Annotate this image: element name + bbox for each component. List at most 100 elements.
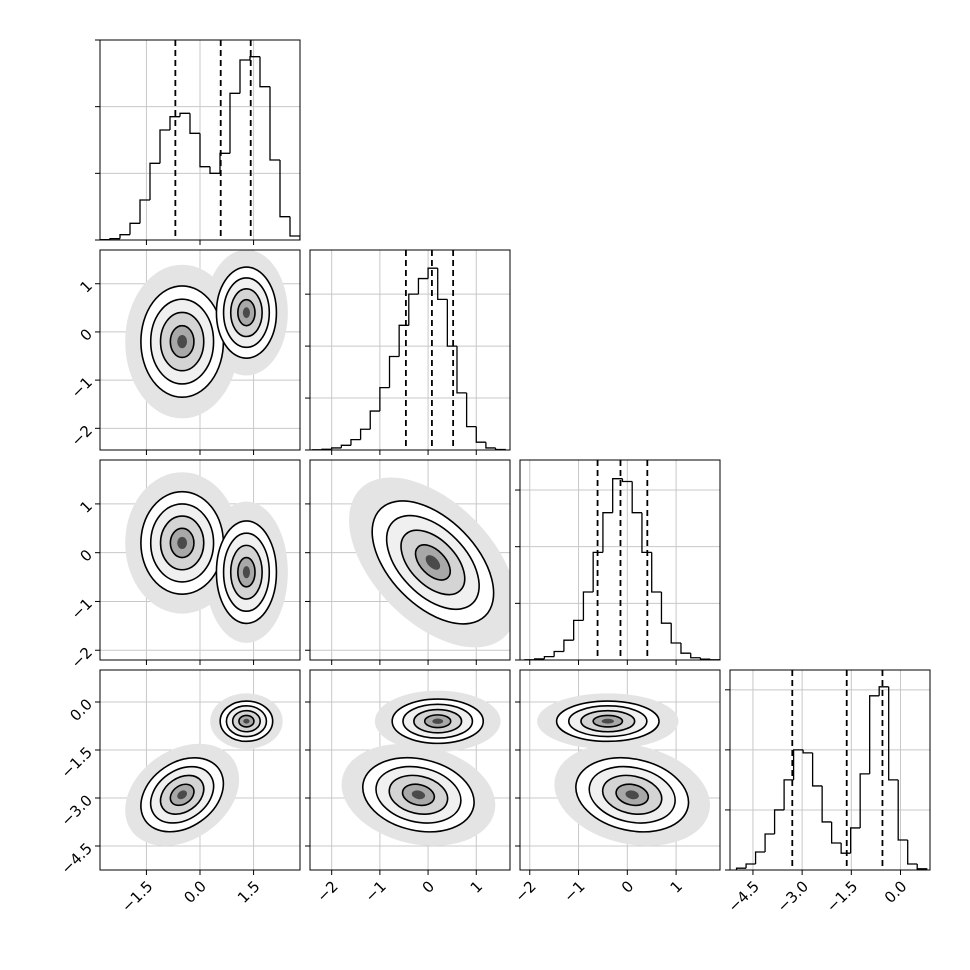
panel [100,670,300,870]
panel-frame [99,459,301,661]
hist-step [783,779,794,810]
contour [177,790,188,800]
panel [100,460,300,660]
hist-step [802,749,813,754]
x-tick-label: −1 [560,877,588,905]
panel [310,250,510,450]
panel-frame [309,459,511,661]
y-tick-label: 0 [77,325,96,344]
y-tick-label: −4.5 [58,839,96,877]
hist-step [388,355,400,388]
hist-step [907,839,918,865]
hist-step [592,551,603,593]
hist-step [269,86,280,161]
x-tick-label: 0 [419,877,438,896]
x-tick-label: 0.0 [881,877,911,907]
panel [520,460,720,660]
hist-step [850,827,861,854]
hist-step [573,619,584,641]
hist-step [340,444,351,448]
hist-step [533,658,545,660]
hist-step [229,92,240,154]
hist-step [869,695,880,774]
hist-step [119,234,130,239]
contour [177,536,188,550]
hist-step [641,512,652,554]
hist-step [792,749,804,780]
panel [100,250,300,450]
x-tick-label: −3.0 [774,877,812,915]
panel [100,40,300,240]
hist-step [878,686,889,696]
hist-step [916,863,928,870]
x-tick-label: −2 [511,877,539,905]
y-tick-label: −3.0 [58,791,96,829]
contour [625,790,639,800]
y-tick-label: 1 [77,277,96,296]
hist-step [129,222,140,235]
hist-step [359,428,371,440]
panel-frame [99,669,301,871]
contour [601,718,614,724]
hist-step [699,657,711,660]
panel-frame [309,249,511,451]
y-tick-label: 0 [77,546,96,565]
hist-step [475,426,486,443]
hist-step [369,410,380,430]
y-tick-label: −1.5 [58,743,96,781]
hist-step [139,199,150,224]
hist-step [446,299,457,347]
hist-step [427,267,438,279]
panel-frame [519,669,721,871]
hist-step [408,293,419,326]
panel [310,670,510,870]
hist-step [745,863,756,869]
x-tick-label: −4.5 [724,877,762,915]
hist-step [239,59,250,94]
hist-step [582,591,594,621]
y-tick-label: −1 [68,373,96,401]
hist-step [109,238,120,240]
x-tick-label: −1.5 [823,877,861,915]
hist-step [612,478,623,513]
panel [310,460,510,660]
hist-step [602,512,613,553]
panel-frame [729,669,931,871]
x-tick-label: −2 [313,877,341,905]
hist-step [888,686,899,781]
hist-step [179,112,190,117]
hist-step [690,653,701,659]
contour [411,790,426,800]
x-tick-label: −1 [362,877,390,905]
y-tick-label: 0.0 [66,695,96,725]
y-tick-label: −2 [68,644,96,672]
hist-step [437,268,448,301]
hist-step [249,56,260,60]
x-tick-label: 1.5 [234,877,264,907]
hist-step [735,867,747,870]
hist-step [417,277,429,295]
hist-step [169,116,180,130]
panel-frame [309,669,511,871]
hist-step [159,129,170,164]
x-tick-label: 0 [618,877,637,896]
hist-step [651,552,662,593]
hist-step [379,387,390,412]
hist-step [563,639,574,652]
x-tick-label: 1 [467,877,486,896]
hist-step [279,160,290,218]
hist-step [398,324,409,357]
hist-step [189,113,200,134]
hist-step [331,447,342,450]
hist-step [553,650,564,657]
hist-step [631,481,642,514]
contour [243,718,250,724]
contour [177,334,188,349]
x-tick-label: 0.0 [180,877,210,907]
hist-step [821,785,832,823]
hist-step [859,773,870,828]
hist-step [209,166,220,174]
panel-frame [99,249,301,451]
hist-step [830,821,842,844]
hist-step [149,162,160,200]
